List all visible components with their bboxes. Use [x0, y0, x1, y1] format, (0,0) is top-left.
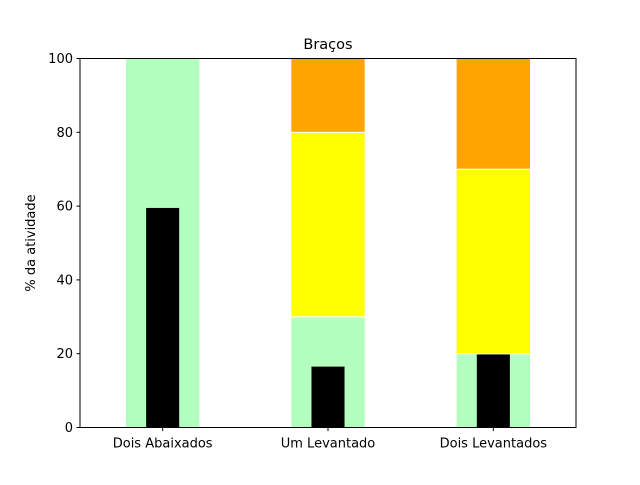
overlay-bar	[311, 366, 345, 428]
x-tick-label: Dois Abaixados	[113, 437, 213, 452]
plot-frame	[79, 58, 577, 428]
y-tick-label: 20	[56, 347, 73, 362]
y-axis-label: % da atividade	[24, 194, 39, 291]
x-tick-label: Um Levantado	[281, 437, 376, 452]
chart-title: Braços	[303, 37, 352, 53]
stacked-bar-segment	[290, 131, 366, 318]
y-tick-label: 100	[48, 52, 73, 67]
stacked-bar-segment	[455, 58, 532, 170]
y-tick-label: 40	[56, 273, 73, 288]
x-tick-label: Dois Levantados	[440, 437, 548, 452]
stacked-bar-segment	[455, 168, 532, 355]
bars-layer	[124, 58, 532, 429]
y-tick-label: 60	[56, 200, 73, 215]
overlay-bar	[476, 354, 510, 428]
overlay-bar	[146, 207, 180, 428]
ticks-layer: 0 20 40 60 80 100 Dois Abaixados Um Levantado Do…	[48, 52, 547, 452]
stacked-bar-segment	[290, 58, 366, 133]
y-tick-label: 80	[56, 126, 73, 141]
y-tick-label: 0	[65, 421, 73, 436]
